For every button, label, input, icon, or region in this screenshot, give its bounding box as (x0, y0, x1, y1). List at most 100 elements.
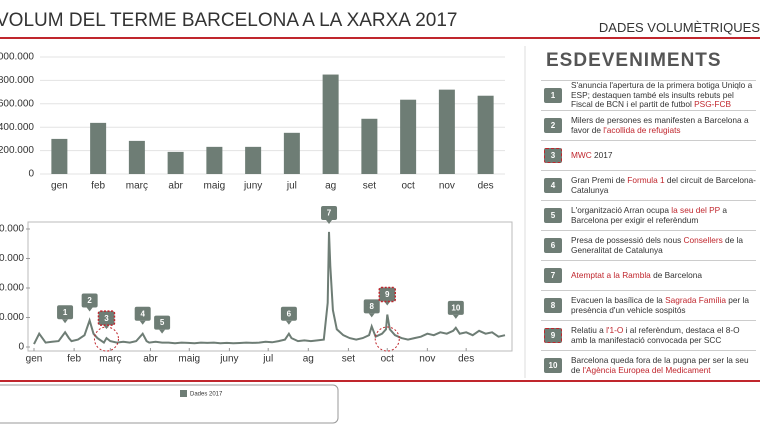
legend-swatch (180, 390, 187, 397)
marker-box (134, 306, 151, 321)
marker-box (154, 315, 171, 330)
legend-label: Dades 2017 (190, 392, 223, 398)
marker-pointer (159, 329, 166, 334)
event-text: L'organització Arran ocupa la seu del PP… (571, 205, 756, 225)
legend-box (0, 384, 339, 424)
x-tick-label: des (458, 354, 474, 365)
event-marker: 6 (280, 306, 297, 325)
event-text-part: per la presència d'un vehicle sospitós (571, 295, 750, 315)
y-tick-label: 60.000 (0, 253, 24, 264)
x-tick-label: juny (243, 181, 262, 192)
event-text: S'anuncia l'apertura de la primera botig… (571, 81, 756, 110)
event-text-part: de Barcelona (650, 269, 702, 280)
marker-pointer (62, 319, 69, 324)
marker-pointer (452, 314, 459, 319)
marker-pointer (326, 220, 333, 224)
x-tick-label: set (342, 354, 356, 365)
x-tick-label: març (99, 354, 121, 365)
event-text-part: Barcelona queda fora de la pugna per ser… (571, 355, 749, 375)
event-number: 7 (544, 268, 562, 283)
marker-pointer (86, 307, 93, 312)
event-text-part: Presa de possessió dels nous (571, 235, 684, 245)
y-tick-label: 800.000 (0, 75, 34, 86)
x-tick-label: abr (168, 181, 183, 192)
marker-pointer (368, 313, 375, 318)
y-tick-label: 200.000 (0, 145, 34, 156)
y-tick-label: 40.000 (0, 283, 24, 294)
marker-label: 4 (140, 309, 145, 318)
marker-label: 6 (287, 309, 292, 318)
bar (400, 99, 417, 174)
marker-box (447, 300, 464, 315)
marker-pointer (285, 320, 292, 325)
event-marker: 1 (57, 305, 74, 324)
event-text-part: L'organització Arran ocupa (571, 205, 672, 215)
x-tick-label: gen (26, 354, 43, 365)
bar (51, 138, 68, 174)
event-number: 6 (544, 238, 562, 253)
event-highlight: Atemptat a la Rambla (571, 269, 651, 280)
x-tick-label: feb (67, 354, 81, 365)
marker-box (81, 293, 98, 308)
event-row: 5 L'organització Arran ocupa la seu del P… (541, 200, 756, 230)
x-tick-label: feb (91, 181, 105, 192)
x-tick-label: jul (262, 354, 273, 365)
event-row: 8 Evacuen la basílica de la Sagrada Famíl… (541, 290, 756, 320)
marker-label: 3 (104, 314, 109, 323)
events-panel: ESDEVENIMENTS 1 S'anuncia l'apertura de l… (541, 46, 756, 380)
event-highlight: l'Agència Europea del Medicament (582, 364, 711, 375)
x-tick-label: nov (439, 181, 455, 192)
event-text: Milers de persones es manifesten a Barce… (571, 115, 756, 135)
x-tick-label: març (126, 181, 148, 192)
event-marker: 7 (321, 206, 338, 224)
bar (90, 122, 107, 174)
marker-pointer (384, 301, 391, 306)
event-number: 4 (544, 178, 562, 193)
marker-box (97, 310, 116, 326)
y-tick-label: 0 (28, 169, 34, 180)
bar (283, 132, 300, 174)
event-text-part: a Barcelona per exigir el referèndum (571, 205, 727, 225)
x-tick-label: ag (325, 181, 336, 192)
bar (128, 140, 145, 174)
x-tick-label: set (363, 181, 377, 192)
y-tick-label: 20.000 (0, 312, 24, 323)
event-highlight: la seu del PP (671, 205, 721, 215)
marker-label: 5 (160, 318, 165, 327)
x-tick-label: jul (286, 181, 297, 192)
marker-box (57, 305, 74, 320)
marker-box (321, 206, 338, 220)
marker-pointer (103, 325, 110, 330)
bar (477, 95, 494, 174)
event-text: MWC 2017 (571, 150, 613, 161)
event-marker: 4 (134, 306, 151, 325)
y-tick-label: 0 (18, 342, 24, 353)
y-tick-label: 600.000 (0, 98, 34, 109)
event-number: 1 (544, 88, 562, 103)
x-tick-label: abr (143, 354, 158, 365)
event-text-part: i al referèndum, destaca el 8-O amb la m… (571, 325, 740, 345)
event-text-part: Relatiu a (571, 325, 607, 335)
event-row: 3 MWC 2017 (541, 140, 756, 170)
event-row: 7 Atemptat a la Rambla de Barcelona (541, 260, 756, 290)
event-highlight: Formula 1 (627, 175, 665, 185)
event-marker: 5 (154, 315, 171, 334)
event-row: 10 Barcelona queda fora de la pugna per s… (541, 350, 756, 380)
event-text: Barcelona queda fora de la pugna per ser… (571, 355, 756, 375)
bar (361, 118, 378, 174)
title: VOLUM DEL TERME BARCELONA A LA XARXA 201… (0, 10, 458, 31)
event-marker: 3 (93, 310, 119, 352)
event-marker: 8 (363, 299, 380, 318)
event-number: 3 (544, 148, 562, 163)
event-text-part: Evacuen la basílica de la (571, 295, 666, 305)
event-row: 9 Relatiu a l'1-O i al referèndum, destac… (541, 320, 756, 350)
bar (322, 74, 339, 174)
highlight-circle (374, 326, 400, 352)
bar (245, 146, 262, 174)
marker-label: 7 (327, 209, 332, 218)
marker-box (280, 306, 297, 321)
event-number: 10 (544, 358, 562, 373)
event-text-part: Gran Premi de (571, 175, 628, 185)
